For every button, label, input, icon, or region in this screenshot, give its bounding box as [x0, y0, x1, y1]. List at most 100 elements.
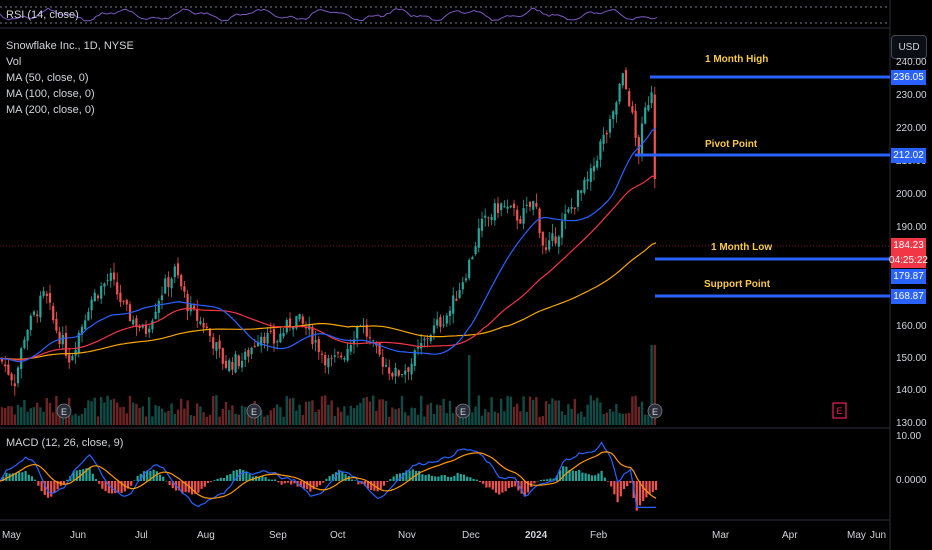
volume-bar [500, 398, 503, 425]
volume-bar [580, 411, 583, 425]
volume-bar [141, 406, 144, 425]
earnings-marker[interactable] [647, 403, 663, 419]
earnings-marker[interactable] [246, 403, 262, 419]
volume-bar [103, 402, 106, 425]
candle-body [589, 168, 592, 182]
macd-legend[interactable]: MACD (12, 26, close, 9) [6, 437, 124, 449]
candle-body [100, 286, 103, 299]
signal-line [0, 451, 657, 499]
volume-bar [554, 400, 557, 425]
upcoming-earnings-e: E [836, 406, 842, 416]
volume-bar [93, 397, 96, 425]
volume-bar [263, 416, 266, 425]
macd-histogram-bar [581, 472, 584, 481]
time-tick: 2024 [525, 530, 548, 541]
volume-bar [128, 395, 132, 425]
macd-histogram-bar [37, 481, 40, 486]
macd-histogram-bar [130, 481, 133, 486]
candle-body [288, 318, 292, 327]
volume-bar [55, 395, 58, 425]
macd-histogram-bar [482, 481, 485, 484]
candle-body [295, 316, 298, 329]
macd-histogram-bar [578, 469, 581, 481]
candle-body [346, 348, 349, 361]
support-tag: 168.87 [891, 289, 926, 304]
time-tick: Jun [870, 530, 887, 541]
price-tick: 190.00 [896, 222, 927, 233]
volume-bar [586, 404, 589, 425]
candle-body [218, 340, 221, 349]
macd-histogram-bar [75, 470, 78, 481]
macd-histogram-bar [264, 477, 267, 481]
candle-body [420, 343, 423, 349]
candle-body [624, 70, 628, 90]
volume-bar [7, 406, 10, 425]
volume-bar [183, 408, 186, 425]
candle-body [548, 240, 551, 250]
countdown-tag: 04:25:22 [889, 253, 928, 268]
macd-histogram-bar [107, 481, 110, 494]
volume-bar [548, 403, 551, 425]
earnings-marker-e: E [61, 407, 67, 417]
candle-body [330, 357, 333, 359]
earnings-marker-e: E [460, 407, 466, 417]
volume-bar [125, 413, 128, 425]
candle-body [68, 354, 71, 363]
volume-bar [519, 411, 522, 425]
candle-body [612, 111, 615, 120]
macd-histogram-bar [600, 470, 603, 481]
macd-histogram-bar [475, 479, 478, 481]
candle-body [506, 206, 509, 209]
candle-body [231, 361, 234, 370]
macd-histogram-bar [27, 474, 30, 481]
candle-body [391, 372, 394, 377]
earnings-marker[interactable] [455, 403, 471, 419]
candle-body [221, 348, 224, 364]
volume-bar [490, 397, 493, 425]
volume-bar [637, 406, 640, 425]
candle-body [4, 364, 7, 367]
volume-bar [375, 410, 378, 425]
volume-bar [573, 399, 576, 425]
volume-bar [135, 403, 138, 425]
candle-body [32, 311, 36, 315]
volume-bar [100, 397, 103, 425]
upcoming-earnings-marker[interactable] [832, 402, 847, 419]
candle-body [29, 315, 32, 331]
macd-histogram-bar [242, 470, 245, 481]
candle-body [618, 83, 621, 102]
candle-body [452, 295, 455, 314]
volume-bar [16, 404, 20, 425]
candle-body [58, 331, 61, 344]
price-tick: 220.00 [896, 123, 927, 134]
candle-body [256, 342, 260, 347]
candle-body [653, 94, 656, 180]
volume-bar [192, 415, 196, 425]
macd-histogram-bar [613, 481, 616, 495]
main-legend[interactable]: Snowflake Inc., 1D, NYSE Vol MA (50, clo… [6, 38, 134, 118]
candle-body [602, 134, 605, 144]
volume-bar [535, 397, 538, 425]
macd-histogram-bar [654, 481, 658, 491]
candle-body [573, 207, 576, 209]
volume-bar [541, 415, 544, 425]
macd-histogram-bar [363, 481, 366, 486]
macd-histogram-bar [56, 481, 59, 490]
macd-histogram-bar [245, 471, 248, 481]
price-tick: 230.00 [896, 90, 927, 101]
earnings-marker[interactable] [56, 403, 72, 419]
volume-bar [154, 405, 157, 425]
currency-button[interactable]: USD [891, 35, 927, 59]
macd-histogram-bar [101, 481, 104, 489]
volume-bar [77, 415, 80, 425]
macd-histogram-bar [46, 481, 50, 498]
rsi-legend[interactable]: RSI (14, close) [6, 9, 79, 21]
macd-histogram-bar [411, 469, 414, 481]
candle-body [10, 373, 13, 381]
candle-body [327, 358, 330, 368]
ma100-legend: MA (100, close, 0) [6, 88, 95, 100]
candle-body [397, 370, 400, 376]
volume-bar [384, 400, 388, 425]
